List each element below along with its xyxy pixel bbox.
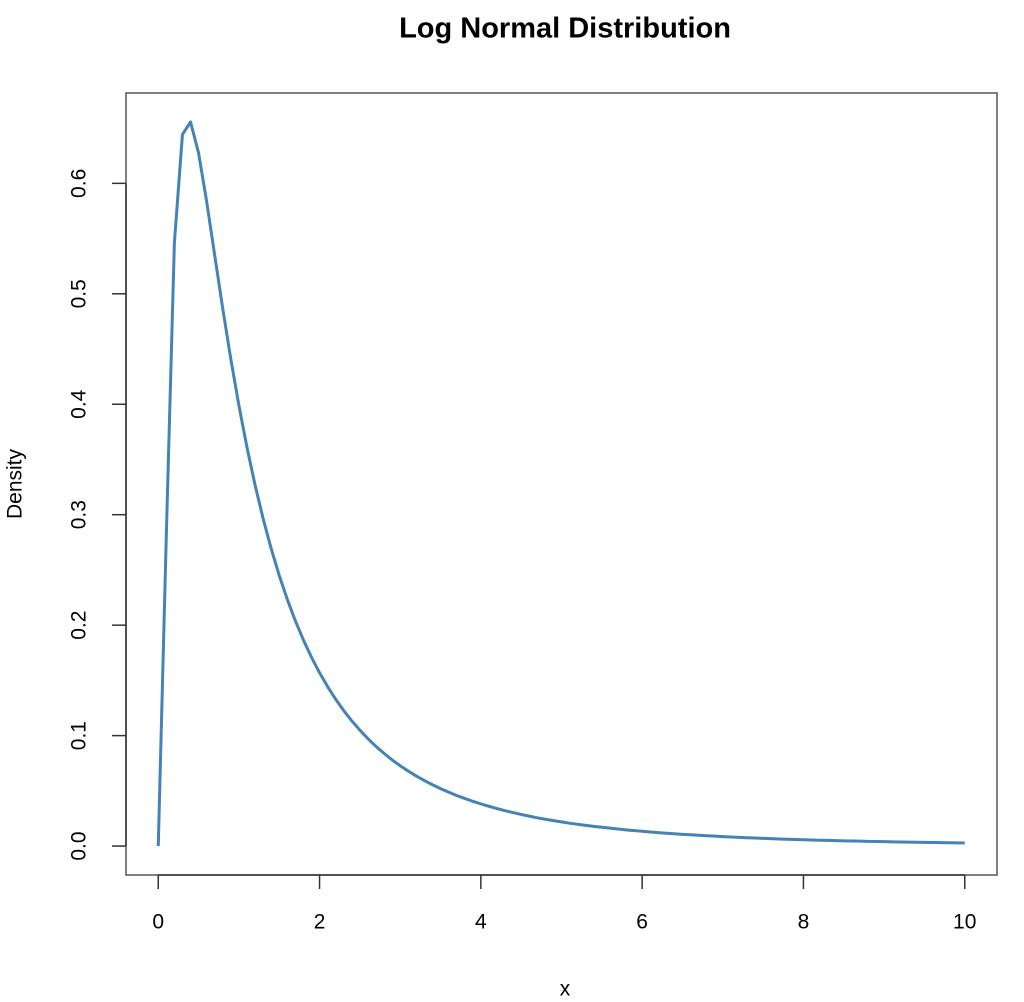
y-tick-label: 0.2 (68, 611, 91, 640)
y-tick-label: 0.4 (68, 389, 91, 419)
density-line (156, 120, 965, 847)
x-tick-label: 10 (953, 911, 976, 934)
x-tick-label: 0 (152, 911, 164, 934)
y-tick-label: 0.0 (68, 831, 91, 860)
y-axis-title: Density (4, 448, 27, 519)
y-tick-label: 0.5 (68, 279, 91, 308)
plot-frame (125, 92, 998, 876)
x-tick-label: 8 (798, 911, 810, 934)
x-axis-title: x (560, 978, 571, 1001)
y-tick-label: 0.6 (68, 169, 91, 198)
x-tick-label: 4 (475, 911, 487, 934)
y-tick-label: 0.1 (68, 721, 91, 750)
x-tick-label: 2 (314, 911, 326, 934)
x-tick-label: 6 (636, 911, 648, 934)
chart-title: Log Normal Distribution (399, 13, 731, 45)
y-tick-label: 0.3 (68, 500, 91, 529)
